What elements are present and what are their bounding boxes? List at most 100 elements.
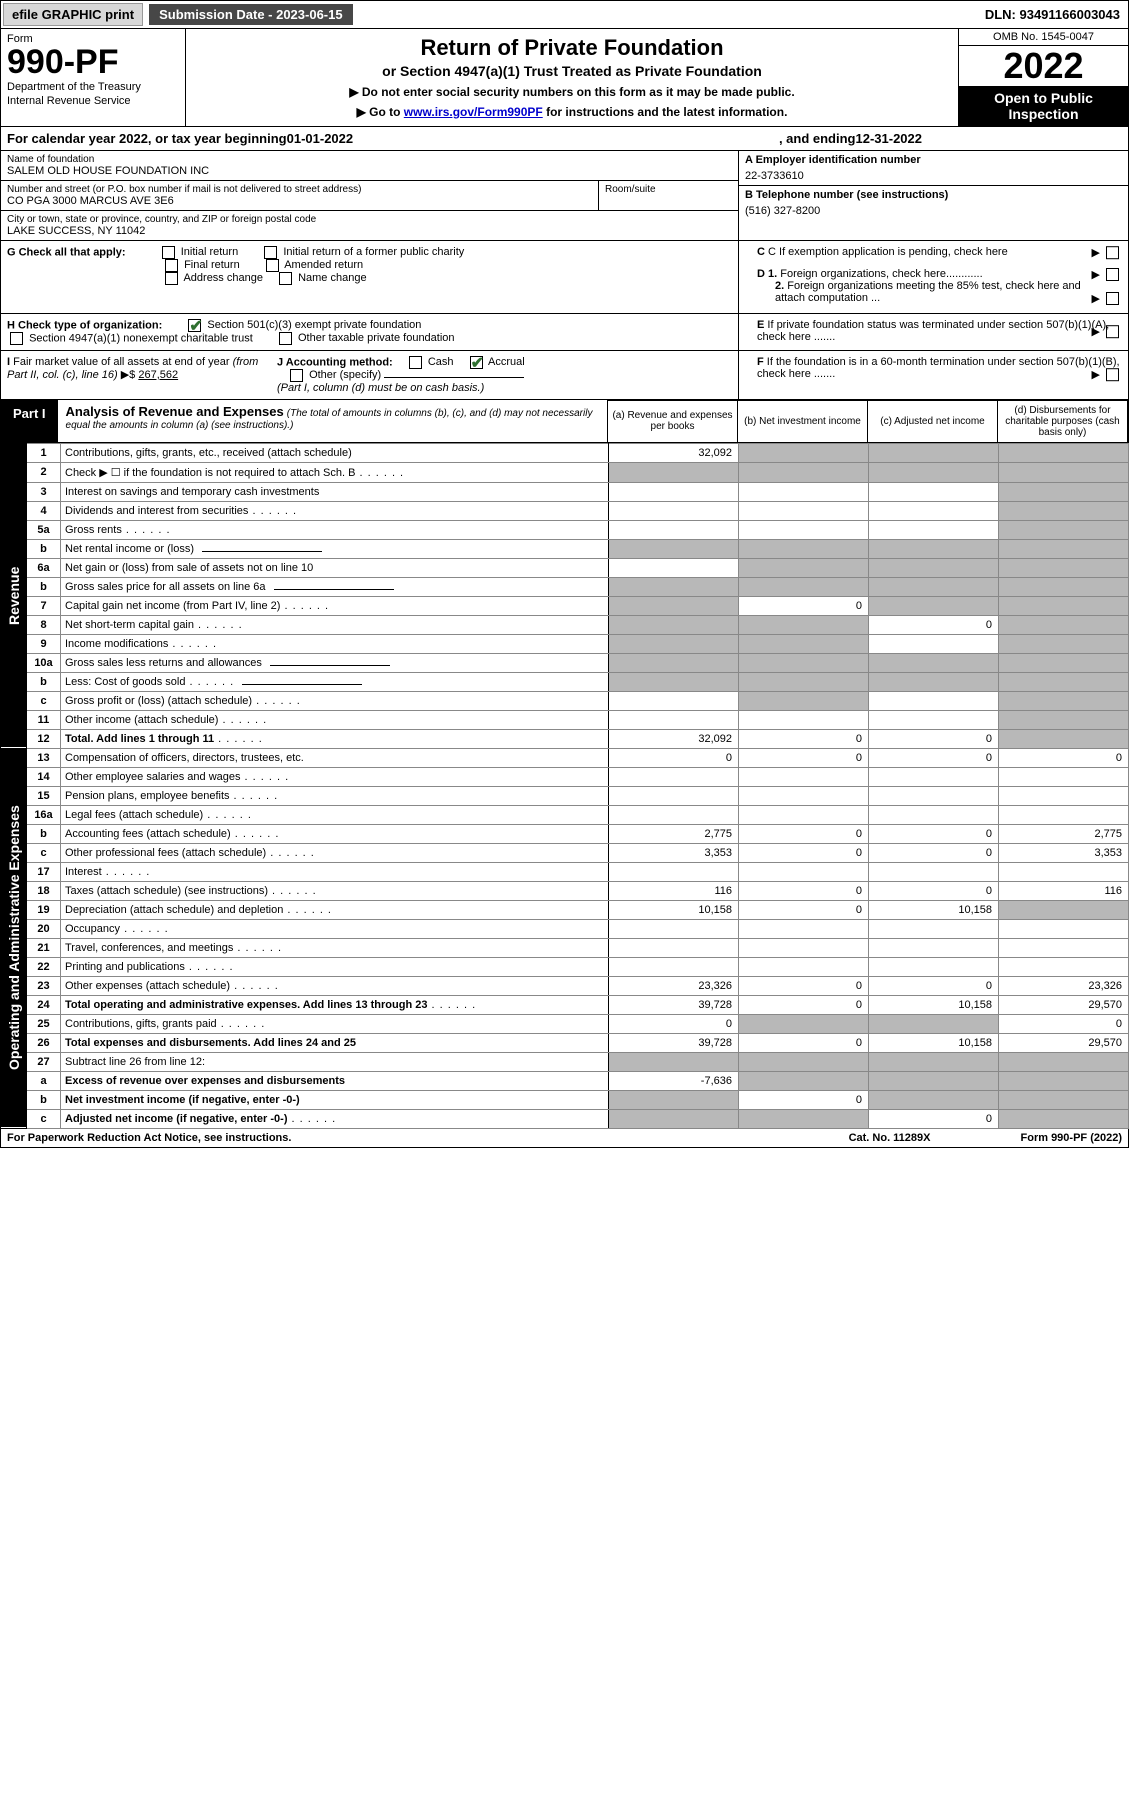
line-description: Dividends and interest from securities .… (61, 501, 609, 520)
note-goto: ▶ Go to www.irs.gov/Form990PF for instru… (196, 105, 948, 119)
table-row: bNet rental income or (loss) (1, 539, 1129, 558)
efile-print-button[interactable]: efile GRAPHIC print (3, 3, 143, 26)
row-ij-f: I Fair market value of all assets at end… (1, 351, 1128, 399)
calyear-end: 12-31-2022 (856, 131, 923, 146)
checkbox-501c3[interactable] (188, 319, 201, 332)
phone-value: (516) 327-8200 (745, 205, 1122, 217)
table-cell (869, 691, 999, 710)
line-number: 17 (27, 862, 61, 881)
checkbox-accrual[interactable] (470, 356, 483, 369)
table-cell (739, 1109, 869, 1128)
line-description: Subtract line 26 from line 12: (61, 1052, 609, 1071)
h-opt3: Other taxable private foundation (298, 332, 455, 344)
info-block: Name of foundation SALEM OLD HOUSE FOUND… (0, 151, 1129, 241)
table-cell (609, 462, 739, 482)
line-description: Interest on savings and temporary cash i… (61, 482, 609, 501)
line-description: Pension plans, employee benefits . . . .… (61, 786, 609, 805)
checkbox-final-return[interactable] (165, 259, 178, 272)
line-description: Gross sales price for all assets on line… (61, 577, 609, 596)
footer-left: For Paperwork Reduction Act Notice, see … (7, 1132, 291, 1144)
line-number: b (27, 539, 61, 558)
city-cell: City or town, state or province, country… (1, 211, 738, 240)
table-cell (999, 805, 1129, 824)
table-cell (739, 710, 869, 729)
table-cell (609, 710, 739, 729)
table-cell: 0 (739, 900, 869, 919)
table-cell: 3,353 (999, 843, 1129, 862)
table-cell (739, 634, 869, 653)
omb-number: OMB No. 1545-0047 (959, 29, 1128, 46)
table-cell (609, 653, 739, 672)
j-label: J Accounting method: (277, 356, 393, 368)
line-number: 8 (27, 615, 61, 634)
line-number: 3 (27, 482, 61, 501)
table-row: 11Other income (attach schedule) . . . .… (1, 710, 1129, 729)
ij-section: I Fair market value of all assets at end… (1, 351, 738, 399)
table-cell (869, 520, 999, 539)
line-number: 10a (27, 653, 61, 672)
line-description: Compensation of officers, directors, tru… (61, 748, 609, 767)
table-cell: 10,158 (869, 900, 999, 919)
table-cell: -7,636 (609, 1071, 739, 1090)
table-cell (739, 938, 869, 957)
table-cell: 0 (609, 748, 739, 767)
table-row: cAdjusted net income (if negative, enter… (1, 1109, 1129, 1128)
checkbox-initial-return-former[interactable] (264, 246, 277, 259)
table-row: 2Check ▶ ☐ if the foundation is not requ… (1, 462, 1129, 482)
form-header: Form 990-PF Department of the Treasury I… (0, 29, 1129, 127)
info-left: Name of foundation SALEM OLD HOUSE FOUND… (1, 151, 738, 240)
table-row: 5aGross rents . . . . . . (1, 520, 1129, 539)
checkbox-name-change[interactable] (279, 272, 292, 285)
checkbox-amended-return[interactable] (266, 259, 279, 272)
table-row: bGross sales price for all assets on lin… (1, 577, 1129, 596)
line-number: 1 (27, 443, 61, 462)
table-cell (869, 596, 999, 615)
line-description: Excess of revenue over expenses and disb… (61, 1071, 609, 1090)
checkbox-f[interactable] (1106, 368, 1119, 381)
checkbox-address-change[interactable] (165, 272, 178, 285)
checkbox-other-taxable[interactable] (279, 332, 292, 345)
table-cell (609, 938, 739, 957)
table-row: 4Dividends and interest from securities … (1, 501, 1129, 520)
table-cell (999, 919, 1129, 938)
checkbox-e[interactable] (1106, 325, 1119, 338)
checkbox-d1[interactable] (1106, 268, 1119, 281)
part1-header: Part I Analysis of Revenue and Expenses … (0, 400, 1129, 443)
table-cell (869, 767, 999, 786)
header-center: Return of Private Foundation or Section … (186, 29, 958, 126)
g-section: G Check all that apply: Initial return I… (1, 241, 738, 313)
checkbox-c[interactable] (1106, 246, 1119, 259)
checkbox-4947a1[interactable] (10, 332, 23, 345)
table-cell: 0 (739, 729, 869, 748)
line-number: b (27, 1090, 61, 1109)
table-cell: 32,092 (609, 443, 739, 462)
open-public-badge: Open to Public Inspection (959, 86, 1128, 126)
table-cell (999, 767, 1129, 786)
irs-link[interactable]: www.irs.gov/Form990PF (404, 105, 543, 119)
checkbox-other-method[interactable] (290, 369, 303, 382)
table-row: bAccounting fees (attach schedule) . . .… (1, 824, 1129, 843)
line-number: c (27, 691, 61, 710)
table-cell (609, 672, 739, 691)
dln-label: DLN: 93491166003043 (985, 7, 1126, 22)
table-cell (999, 539, 1129, 558)
dept-treasury: Department of the Treasury (7, 81, 179, 93)
table-cell (999, 577, 1129, 596)
table-cell (739, 443, 869, 462)
table-cell: 0 (869, 824, 999, 843)
name-label: Name of foundation (7, 154, 732, 165)
checkbox-cash[interactable] (409, 356, 422, 369)
table-cell (999, 501, 1129, 520)
table-row: 22Printing and publications . . . . . . (1, 957, 1129, 976)
line-number: 26 (27, 1033, 61, 1052)
checkbox-initial-return[interactable] (162, 246, 175, 259)
table-row: 20Occupancy . . . . . . (1, 919, 1129, 938)
calyear-prefix: For calendar year 2022, or tax year begi… (7, 131, 287, 146)
table-row: 18Taxes (attach schedule) (see instructi… (1, 881, 1129, 900)
table-cell (999, 1109, 1129, 1128)
table-row: 6aNet gain or (loss) from sale of assets… (1, 558, 1129, 577)
line-description: Gross sales less returns and allowances (61, 653, 609, 672)
checkbox-d2[interactable] (1106, 292, 1119, 305)
line-number: 18 (27, 881, 61, 900)
table-cell: 3,353 (609, 843, 739, 862)
